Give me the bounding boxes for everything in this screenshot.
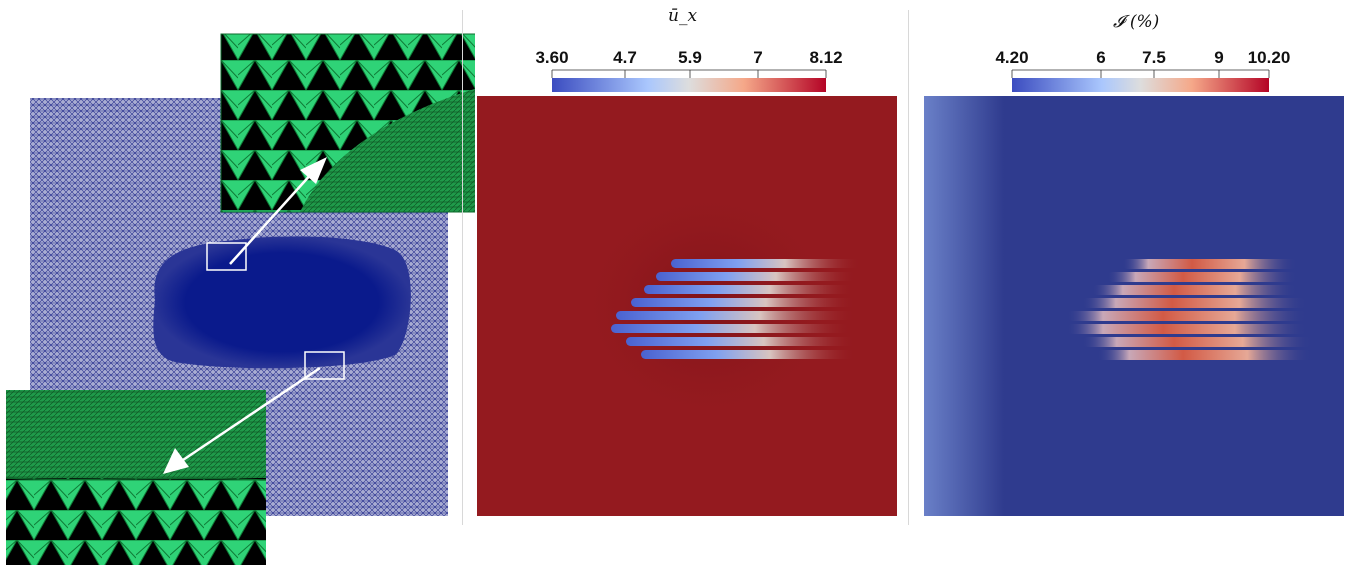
- ti-inflow-gradient: [924, 96, 1004, 516]
- ux-colorbar: [552, 78, 826, 92]
- ux-colorbar-ticks: [552, 70, 826, 78]
- ti-plot: [922, 0, 1362, 565]
- ux-plot: [476, 0, 898, 565]
- ux-panel: ū_x 3.60 4.7 5.9 7 8.12: [476, 0, 898, 565]
- panel-divider: [462, 10, 463, 525]
- ti-panel: 𝓘 (%) 4.20 6 7.5 9 10.20: [922, 0, 1362, 565]
- panel-divider: [908, 10, 909, 525]
- ti-colorbar-ticks: [1012, 70, 1269, 78]
- mesh-figure: [0, 0, 475, 565]
- refined-mesh-region: [153, 236, 411, 368]
- ti-colorbar: [1012, 78, 1269, 92]
- mesh-panel: [0, 0, 475, 565]
